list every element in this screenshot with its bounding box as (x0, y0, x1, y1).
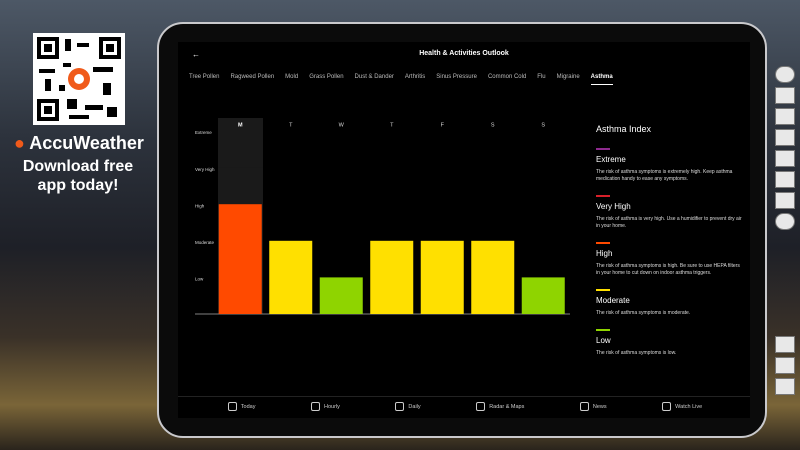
legend-swatch (596, 289, 610, 291)
nav-icon (662, 402, 672, 411)
legend-name: Low (596, 336, 611, 345)
tab-bar: Tree Pollen Ragweed Pollen Mold Grass Po… (189, 74, 613, 85)
divider (178, 396, 750, 397)
bar (420, 240, 464, 314)
nav-icon (395, 402, 405, 411)
tab[interactable]: Dust & Dander (354, 74, 394, 80)
app-screen (178, 42, 750, 418)
nav-icon (579, 402, 589, 411)
legend-swatch (596, 329, 610, 331)
nav-item[interactable]: Today (227, 402, 256, 411)
header-title: Health & Activities Outlook (419, 50, 509, 57)
x-tick-label: T (289, 122, 293, 128)
tool-button[interactable] (775, 378, 795, 395)
brand-text: AccuWeather (29, 133, 144, 153)
x-tick-label: M (238, 122, 243, 128)
tool-button[interactable] (775, 192, 795, 209)
nav-icon (310, 402, 320, 411)
nav-item[interactable]: Daily (395, 402, 421, 411)
tab[interactable]: Mold (285, 74, 299, 80)
bar (319, 277, 363, 314)
qr-code (33, 33, 125, 125)
legend-item: Very High The risk of asthma is very high… (596, 195, 742, 230)
tool-button[interactable] (775, 87, 795, 104)
y-tick-label: Very High (195, 167, 215, 172)
tab[interactable]: Ragweed Pollen (230, 74, 275, 80)
legend-swatch (596, 148, 610, 150)
y-tick-label: Moderate (195, 240, 215, 245)
legend-item: Moderate The risk of asthma symptoms is m… (596, 289, 742, 317)
back-button[interactable]: ← (192, 50, 200, 59)
legend-item: High The risk of asthma symptoms is high.… (596, 242, 742, 277)
legend-title: Asthma Index (596, 124, 652, 134)
legend-name: Very High (596, 202, 631, 211)
nav-label: Today (240, 403, 256, 410)
nav-label: Daily (408, 403, 421, 410)
legend: Asthma Index Extreme The risk of asthma s… (596, 124, 742, 369)
legend-description: The risk of asthma is very high. Use a h… (596, 216, 742, 229)
tab[interactable]: Tree Pollen (189, 74, 220, 80)
brand: ● AccuWeather (14, 133, 144, 153)
nav-label: Watch Live (675, 403, 703, 410)
tab[interactable]: Sinus Pressure (436, 74, 477, 80)
x-tick-label: W (339, 122, 345, 128)
tagline: Download free (22, 158, 134, 175)
tool-button[interactable] (775, 108, 795, 125)
tool-button[interactable] (775, 150, 795, 167)
y-tick-label: Extreme (195, 130, 212, 135)
legend-name: High (596, 249, 613, 258)
nav-label: News (592, 403, 607, 410)
legend-item: Extreme The risk of asthma symptoms is ex… (596, 148, 742, 183)
x-tick-label: S (541, 122, 545, 128)
legend-name: Extreme (596, 155, 626, 164)
bar (370, 240, 414, 314)
tab-active[interactable]: Asthma (590, 74, 613, 85)
bar (218, 204, 262, 314)
legend-description: The risk of asthma symptoms is low. (596, 350, 677, 356)
tool-button[interactable] (775, 171, 795, 188)
tool-button[interactable] (775, 129, 795, 146)
tagline: app today! (37, 177, 119, 194)
x-tick-label: F (441, 122, 445, 128)
legend-description: The risk of asthma symptoms is high. Be … (596, 263, 740, 276)
bar (521, 277, 565, 314)
bottom-nav: Today Hourly Daily Radar & Maps News Watch Li… (200, 402, 730, 411)
nav-item[interactable]: Radar & Maps (476, 402, 524, 411)
legend-item: Low The risk of asthma symptoms is low. (596, 329, 742, 357)
x-tick-label: T (390, 122, 394, 128)
legend-description: The risk of asthma symptoms is extremely… (596, 169, 733, 182)
nav-item[interactable]: News (579, 402, 607, 411)
y-tick-label: High (195, 203, 205, 208)
nav-label: Radar & Maps (489, 403, 525, 410)
legend-description: The risk of asthma symptoms is moderate. (596, 310, 691, 316)
tab[interactable]: Arthritis (404, 74, 426, 80)
tab[interactable]: Grass Pollen (309, 74, 344, 80)
bar (269, 240, 313, 314)
nav-label: Hourly (323, 403, 340, 410)
legend-name: Moderate (596, 296, 630, 305)
tool-button[interactable] (775, 66, 795, 83)
y-tick-label: Low (195, 277, 204, 282)
tab[interactable]: Migraine (556, 74, 580, 80)
tool-button[interactable] (775, 336, 795, 353)
tab[interactable]: Common Cold (487, 74, 527, 80)
nav-icon (476, 402, 486, 411)
legend-swatch (596, 242, 610, 244)
tool-button[interactable] (775, 213, 795, 230)
x-tick-label: S (491, 122, 495, 128)
legend-swatch (596, 195, 610, 197)
nav-item[interactable]: Watch Live (662, 402, 702, 411)
tab[interactable]: Flu (537, 74, 546, 80)
nav-icon (227, 402, 237, 411)
nav-item[interactable]: Hourly (310, 402, 340, 411)
bar (471, 240, 515, 314)
tool-button[interactable] (775, 357, 795, 374)
